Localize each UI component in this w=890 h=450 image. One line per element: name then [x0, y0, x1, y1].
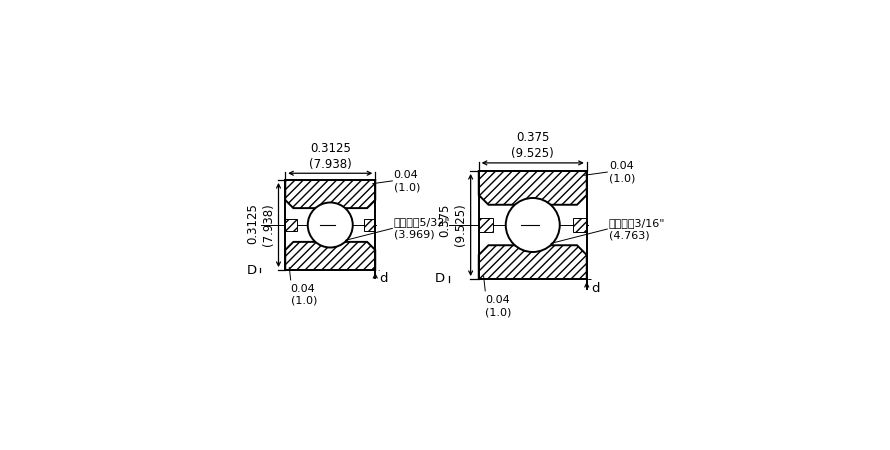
Text: D: D: [247, 264, 257, 276]
Text: 0.04
(1.0): 0.04 (1.0): [291, 284, 317, 306]
Text: 0.3125
(7.938): 0.3125 (7.938): [309, 142, 352, 171]
Text: 0.04
(1.0): 0.04 (1.0): [609, 161, 635, 183]
Circle shape: [506, 198, 560, 252]
Polygon shape: [572, 218, 587, 232]
Polygon shape: [479, 245, 587, 279]
Polygon shape: [286, 180, 376, 208]
Text: 0.04
(1.0): 0.04 (1.0): [393, 170, 420, 192]
Text: 0.375
(9.525): 0.375 (9.525): [512, 131, 554, 160]
Polygon shape: [363, 219, 376, 231]
Polygon shape: [286, 242, 376, 270]
Circle shape: [308, 202, 352, 248]
Text: D: D: [435, 273, 445, 285]
Text: 鋼球直徑3/16"
(4.763): 鋼球直徑3/16" (4.763): [609, 218, 666, 240]
Text: d: d: [379, 272, 387, 284]
Polygon shape: [479, 218, 493, 232]
Polygon shape: [286, 219, 297, 231]
Text: 鋼球直徑5/32"
(3.969): 鋼球直徑5/32" (3.969): [393, 217, 450, 239]
Text: d: d: [591, 282, 600, 295]
Text: 0.04
(1.0): 0.04 (1.0): [485, 295, 512, 318]
Text: 0.375
(9.525): 0.375 (9.525): [438, 203, 467, 247]
Polygon shape: [479, 171, 587, 205]
Text: 0.3125
(7.938): 0.3125 (7.938): [247, 203, 275, 247]
